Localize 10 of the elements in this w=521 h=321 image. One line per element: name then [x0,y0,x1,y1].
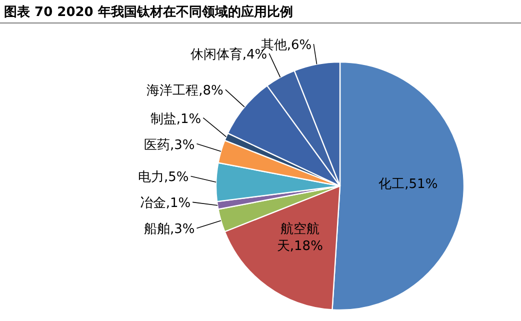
slice-label: 其他,6% [260,38,312,53]
chart-title: 图表 70 2020 年我国钛材在不同领域的应用比例 [4,4,293,20]
slice-label: 冶金,1% [140,196,191,212]
slice-label: 医药,3% [144,138,195,153]
slice-label: 海洋工程,8% [146,84,224,99]
slice-label: 制盐,1% [150,112,202,127]
slice-label: 航空航天,18% [276,222,323,254]
slice-label: 电力,5% [138,170,189,186]
slice-label: 船舶,3% [144,222,195,238]
slice-label: 化工,51% [378,177,438,192]
